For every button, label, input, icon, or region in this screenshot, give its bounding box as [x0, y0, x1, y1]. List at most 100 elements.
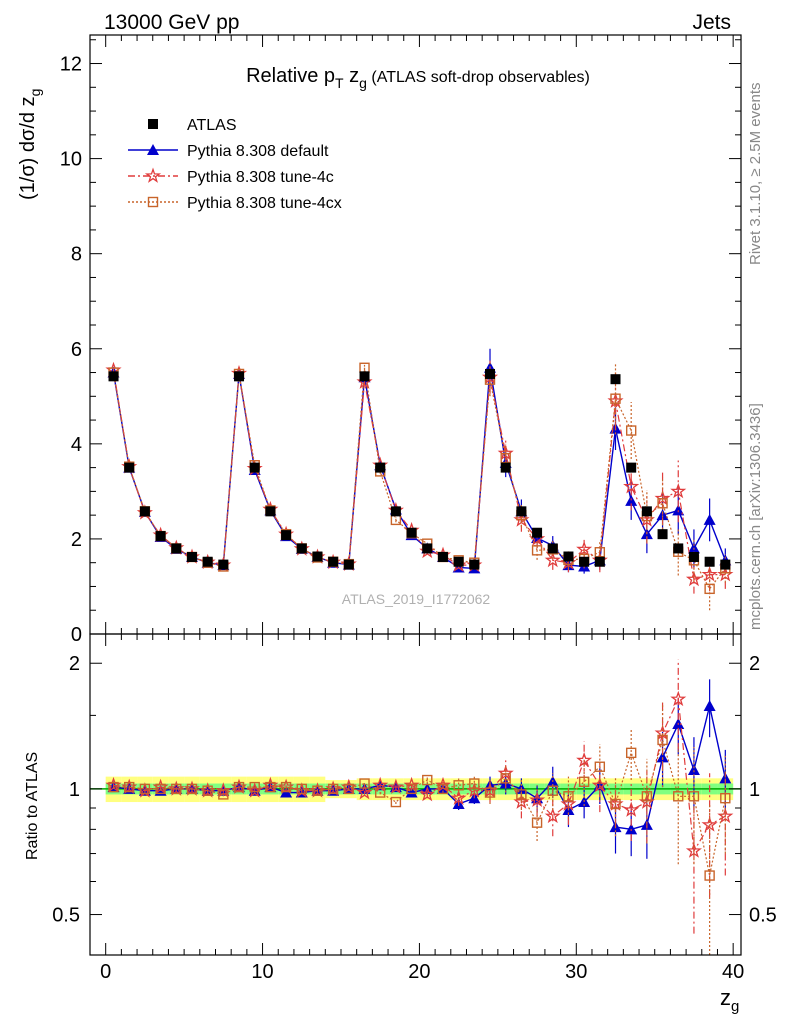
ratio-point	[687, 763, 700, 775]
ratio-point	[500, 773, 511, 784]
ratio-point	[327, 783, 339, 795]
ratio-point	[560, 795, 577, 811]
data-point	[265, 506, 276, 517]
ratio-point	[717, 807, 734, 824]
rivet-label: Rivet 3.1.10, ≥ 2.5M events	[747, 83, 764, 266]
data-point	[670, 482, 687, 499]
data-point	[186, 551, 197, 562]
y-tick-label: 4	[71, 434, 82, 456]
data-point	[547, 543, 558, 554]
x-tick-label: 40	[722, 961, 744, 983]
ratio-point	[670, 690, 687, 707]
ratio-point	[720, 792, 731, 804]
data-point	[139, 506, 150, 517]
data-point	[720, 559, 731, 570]
ratio-panel: Ratio to ATLAS zg 0 10 20 30 400.5 0.51 12 2	[24, 35, 777, 1015]
ratio-point	[265, 781, 276, 793]
data-point	[343, 559, 354, 570]
ratio-point	[359, 778, 370, 789]
data-point	[657, 498, 668, 509]
ratio-point	[516, 789, 527, 800]
data-point	[563, 551, 574, 562]
ratio-point	[610, 798, 621, 810]
x-tick-label: 10	[251, 961, 273, 983]
ratio-point	[171, 783, 182, 795]
ratio-point	[484, 787, 496, 798]
data-point	[641, 506, 652, 517]
ratio-y-label: Ratio to ATLAS	[24, 752, 41, 860]
data-point	[500, 462, 511, 473]
ratio-point	[312, 785, 323, 796]
x-axis-label: zg	[720, 985, 739, 1015]
ratio-y-tick-label: 0.5	[52, 905, 80, 927]
data-point	[500, 452, 511, 464]
ratio-point	[139, 783, 151, 795]
ratio-point	[576, 751, 593, 768]
ratio-point	[356, 784, 373, 800]
ratio-point	[625, 747, 637, 759]
ratio-point	[547, 785, 558, 796]
ratio-point	[450, 789, 467, 806]
ratio-line	[113, 705, 726, 831]
legend-marker	[144, 167, 162, 183]
data-point	[437, 551, 448, 562]
y-tick-label: 0	[71, 624, 82, 646]
ratio-point	[625, 823, 638, 835]
legend-label: Pythia 8.308 tune-4c	[187, 169, 334, 186]
data-point	[453, 556, 464, 567]
ratio-point	[704, 870, 715, 881]
data-point	[312, 551, 323, 562]
data-point	[532, 527, 543, 538]
ratio-point	[186, 783, 198, 795]
ratio-point	[453, 780, 464, 791]
data-point	[610, 374, 621, 385]
data-point	[485, 368, 496, 379]
series-line	[112, 367, 726, 590]
data-point	[296, 543, 307, 554]
data-point	[673, 543, 684, 554]
legend: ATLAS Pythia 8.308 default Pythia 8.308 tu…	[128, 117, 342, 212]
ratio-point	[531, 817, 543, 828]
data-point	[234, 371, 245, 382]
data-point	[328, 556, 339, 567]
data-point	[249, 462, 260, 473]
ratio-point	[215, 782, 232, 798]
data-point	[625, 425, 637, 436]
ratio-point	[673, 791, 684, 802]
data-point	[685, 570, 702, 587]
ratio-point	[544, 807, 561, 824]
ratio-point	[108, 781, 119, 793]
data-point	[672, 504, 685, 516]
ratio-point	[656, 751, 669, 763]
data-point	[281, 530, 292, 541]
ratio-point	[390, 796, 402, 808]
y-tick-label: 2	[71, 529, 82, 551]
x-tick-label: 30	[565, 961, 587, 983]
main-panel: Relative pT zg (ATLAS soft-drop observab…	[17, 34, 742, 646]
legend-marker	[148, 119, 158, 129]
legend-marker	[147, 144, 159, 155]
data-point	[375, 462, 386, 473]
ratio-point	[641, 791, 653, 802]
legend-label: Pythia 8.308 default	[187, 143, 329, 160]
ratio-point	[688, 791, 700, 802]
data-point	[531, 545, 543, 556]
x-tick-label: 0	[100, 961, 111, 983]
y-tick-label: 6	[71, 339, 82, 361]
y-tick-label: 10	[60, 149, 82, 171]
data-point	[359, 371, 370, 382]
header-left: 13000 GeV pp	[104, 11, 239, 34]
plot-title: Relative pT zg (ATLAS soft-drop observab…	[246, 65, 590, 91]
ratio-y-tick-label: 2	[69, 653, 80, 675]
data-point	[579, 556, 590, 567]
data-point	[124, 462, 135, 473]
legend-label: ATLAS	[187, 117, 237, 134]
x-tick-label: 20	[408, 961, 430, 983]
legend-marker	[147, 196, 159, 208]
ratio-point	[657, 734, 668, 746]
ratio-point	[202, 785, 213, 796]
data-point	[704, 583, 715, 595]
ratio-point	[155, 783, 166, 795]
ratio-y-tick-label: 0.5	[749, 905, 777, 927]
